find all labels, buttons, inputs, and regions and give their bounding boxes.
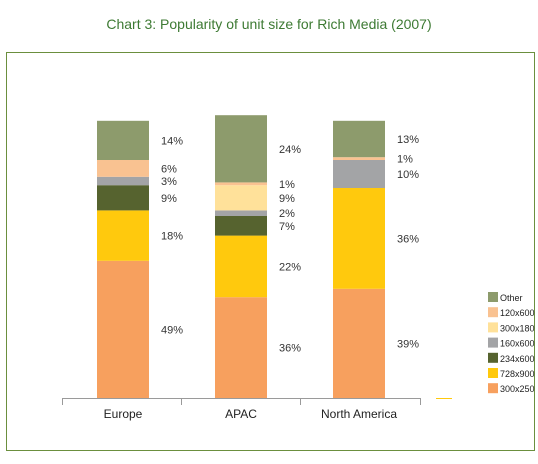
chart-title: Chart 3: Popularity of unit size for Ric… [106, 16, 432, 32]
x-tick-label-north-america: North America [321, 407, 397, 421]
legend-label-300x180: 300x180 [500, 323, 535, 333]
segment-label-apac-120x600: 1% [279, 179, 295, 191]
segment-label-europe-120x600: 6% [161, 163, 177, 175]
legend-swatch-728x900 [488, 368, 498, 378]
segment-label-europe-160x600: 3% [161, 176, 177, 188]
x-tick-label-europe: Europe [104, 407, 143, 421]
segment-label-apac-300x180: 9% [279, 193, 295, 205]
bar-north-america-160x600 [333, 160, 385, 188]
segment-label-europe-other: 14% [161, 135, 183, 147]
segment-label-europe-300x250: 49% [161, 324, 183, 336]
bar-north-america-120x600 [333, 157, 385, 160]
bar-apac-300x250 [215, 297, 267, 398]
segment-label-apac-234x600: 7% [279, 221, 295, 233]
legend-label-120x600: 120x600 [500, 308, 535, 318]
bar-apac-120x600 [215, 182, 267, 186]
bar-europe-other [97, 120, 149, 160]
segment-label-apac-728x900: 22% [279, 261, 301, 273]
segment-label-north-america-120x600: 1% [397, 154, 413, 166]
bar-europe-160x600 [97, 176, 149, 186]
bar-north-america-728x900 [333, 188, 385, 289]
legend-swatch-120x600 [488, 307, 498, 318]
bar-apac-160x600 [215, 210, 267, 216]
legend-swatch-300x250 [488, 383, 498, 394]
bars-layer [97, 115, 385, 398]
segment-label-north-america-other: 13% [397, 134, 419, 146]
legend-swatch-other [488, 292, 498, 302]
segment-label-apac-other: 24% [279, 144, 301, 156]
segment-label-europe-234x600: 9% [161, 193, 177, 205]
x-tick-label-apac: APAC [225, 407, 257, 421]
bar-apac-728x900 [215, 235, 267, 298]
bar-europe-300x250 [97, 260, 149, 398]
legend-swatch-234x600 [488, 352, 498, 363]
bar-north-america-other [333, 120, 385, 158]
bar-apac-300x180 [215, 185, 267, 211]
legend-label-300x250: 300x250 [500, 384, 535, 394]
bar-apac-234x600 [215, 216, 267, 236]
bar-europe-234x600 [97, 185, 149, 211]
segment-label-north-america-728x900: 36% [397, 233, 419, 245]
bar-apac-other [215, 115, 267, 183]
segment-label-apac-160x600: 2% [279, 208, 295, 220]
segment-label-apac-300x250: 36% [279, 343, 301, 355]
legend-label-160x600: 160x600 [500, 339, 535, 349]
x-axis: Europe APAC North America [62, 398, 452, 421]
legend-swatch-300x180 [488, 322, 498, 333]
bar-north-america-300x250 [333, 288, 385, 398]
legend-label-234x600: 234x600 [500, 354, 535, 364]
segment-labels-layer: 49% 18% 9% 3%6% 14% 36% 22% 7%2% 9% 1% 24% 39% 36% 10… [161, 134, 419, 355]
legend-label-728x900: 728x900 [500, 369, 535, 379]
segment-label-europe-728x900: 18% [161, 231, 183, 243]
chart-frame [6, 52, 535, 451]
bar-europe-728x900 [97, 210, 149, 261]
legend-swatch-160x600 [488, 337, 498, 348]
legend-label-other: Other [500, 293, 523, 303]
segment-label-north-america-160x600: 10% [397, 169, 419, 181]
legend: Other 120x600 300x180 160x600 234x600 728x900… [488, 292, 535, 394]
bar-europe-120x600 [97, 160, 149, 177]
segment-label-north-america-300x250: 39% [397, 338, 419, 350]
